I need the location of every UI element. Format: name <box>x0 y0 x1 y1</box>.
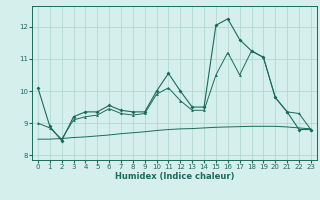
X-axis label: Humidex (Indice chaleur): Humidex (Indice chaleur) <box>115 172 234 181</box>
